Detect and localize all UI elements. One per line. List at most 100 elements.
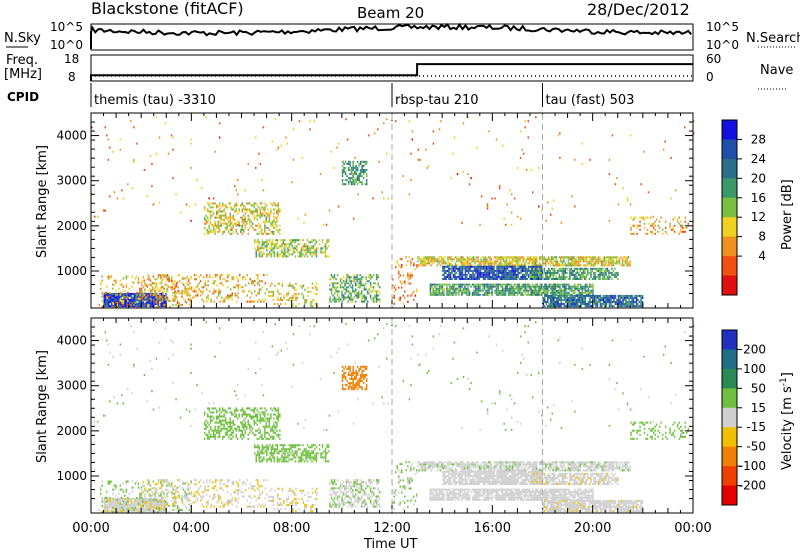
power-cell — [236, 284, 238, 287]
power-cell — [157, 299, 160, 302]
power-cell — [590, 296, 593, 299]
power-cell — [209, 220, 212, 223]
power-cell — [557, 134, 559, 137]
power-cell — [584, 289, 587, 292]
power-cell — [284, 247, 286, 250]
power-cell — [466, 264, 469, 267]
power-cell — [603, 264, 606, 267]
velocity-cell — [142, 508, 145, 511]
power-cell — [227, 286, 229, 289]
velocity-cell — [120, 499, 122, 502]
power-cell — [383, 197, 385, 200]
nsearch-label: N.Search — [746, 31, 800, 46]
power-cell — [530, 260, 532, 263]
power-cell — [560, 264, 562, 267]
power-cell — [346, 138, 349, 141]
power-cell — [539, 283, 541, 286]
power-cell — [115, 301, 117, 304]
power-cell — [144, 284, 146, 287]
power-cell — [543, 269, 545, 272]
power-cell — [480, 283, 483, 286]
velocity-cell — [150, 506, 152, 509]
power-cell — [119, 293, 122, 296]
power-cell — [155, 295, 158, 298]
velocity-cell — [291, 386, 293, 389]
power-cell — [260, 247, 262, 250]
velocity-cell — [163, 501, 166, 504]
velocity-cell — [127, 388, 129, 391]
power-cell — [611, 262, 613, 265]
power-cell — [557, 303, 559, 306]
power-cell — [256, 210, 258, 213]
power-cell — [312, 253, 315, 256]
power-cell — [263, 243, 265, 246]
power-cell — [255, 136, 257, 139]
power-cell — [595, 305, 597, 308]
power-cell — [153, 282, 155, 285]
power-cell — [377, 290, 379, 293]
power-cell — [521, 283, 523, 286]
power-cell — [623, 296, 626, 299]
power-cell — [217, 212, 219, 215]
power-cell — [371, 290, 373, 293]
velocity-cell — [488, 335, 490, 338]
velocity-cell — [118, 510, 121, 513]
power-cell — [578, 260, 580, 263]
power-cell — [453, 258, 455, 261]
power-cell — [324, 247, 327, 250]
velocity-cell — [136, 508, 139, 511]
power-cell — [215, 224, 218, 227]
power-cell — [499, 265, 501, 268]
power-cell — [163, 303, 165, 306]
power-cell — [448, 258, 451, 261]
power-cell — [111, 305, 113, 308]
power-cell — [264, 224, 266, 227]
velocity-cell — [138, 499, 140, 502]
power-cell — [368, 276, 370, 279]
power-cell — [364, 160, 366, 163]
power-cell — [637, 299, 639, 302]
power-cell — [462, 287, 465, 290]
power-cell — [144, 296, 146, 299]
power-cell — [166, 298, 169, 301]
power-cell — [343, 171, 345, 174]
power-cell — [283, 296, 285, 299]
power-cell — [584, 305, 587, 308]
power-cell — [458, 285, 460, 288]
power-cell — [514, 273, 516, 276]
velocity-cell — [135, 504, 137, 507]
power-cell — [523, 264, 526, 267]
power-cell — [165, 298, 167, 301]
velocity-cell — [286, 347, 289, 350]
power-cell — [559, 303, 561, 306]
power-cell — [607, 294, 609, 297]
power-cell — [577, 294, 579, 297]
power-cell — [350, 298, 352, 301]
power-cell — [554, 256, 556, 259]
power-cell — [142, 293, 144, 296]
power-cell — [456, 256, 458, 259]
power-cell — [612, 269, 615, 272]
power-cell — [570, 258, 573, 261]
power-cell — [355, 164, 357, 167]
power-cell — [543, 267, 545, 270]
velocity-cell — [467, 378, 469, 381]
power-cell — [574, 305, 576, 308]
velocity-cell — [175, 398, 177, 401]
power-cell — [243, 204, 245, 207]
power-cell — [393, 294, 395, 297]
power-cell — [120, 301, 122, 304]
power-cell — [198, 288, 200, 291]
power-cell — [135, 303, 137, 306]
velocity-cell — [164, 327, 167, 330]
power-cell — [434, 293, 436, 296]
power-cell — [474, 287, 477, 290]
power-cell — [546, 269, 548, 272]
power-cell — [244, 226, 246, 229]
power-cell — [249, 218, 251, 221]
power-cell — [371, 286, 373, 289]
power-cell — [160, 286, 163, 289]
power-cell — [471, 283, 474, 286]
power-cell — [413, 290, 415, 293]
power-cell — [256, 232, 258, 235]
